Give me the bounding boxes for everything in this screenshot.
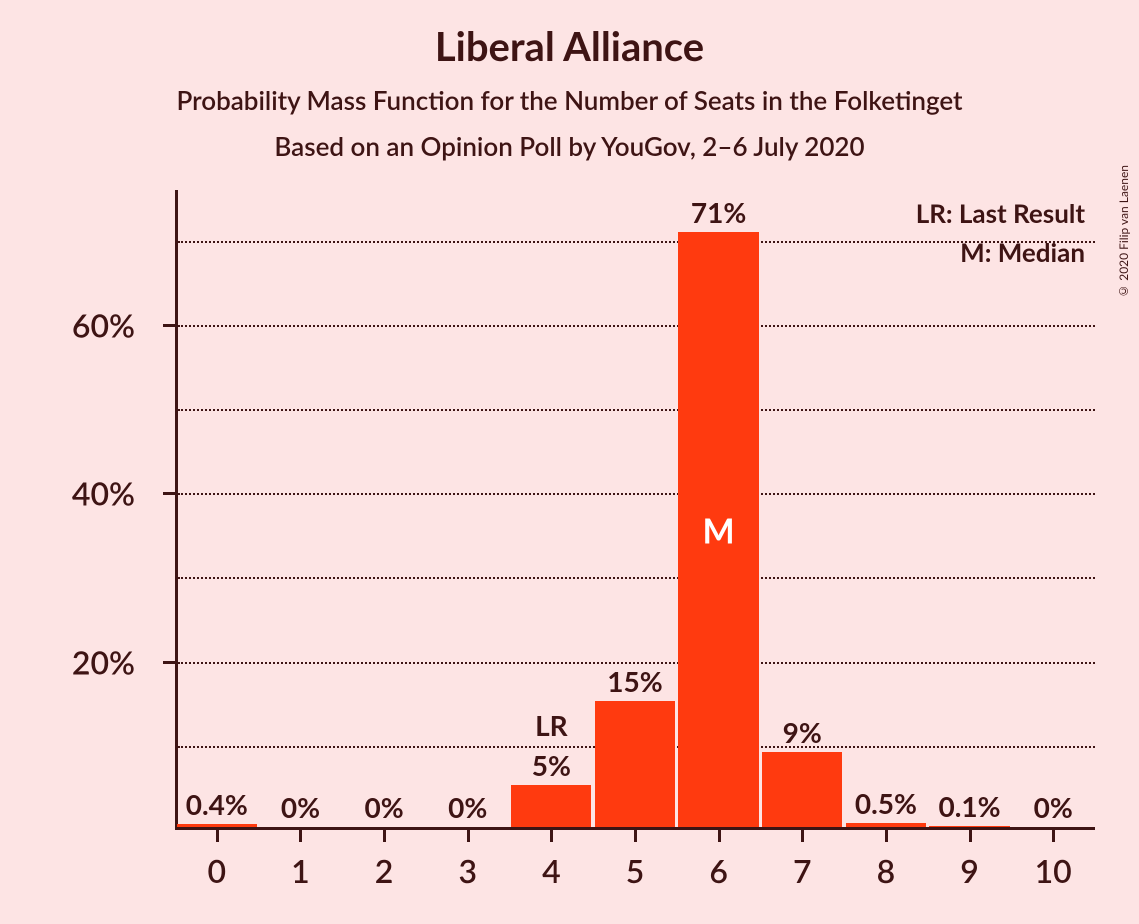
bar-value-label: 9% [783,715,822,749]
chart-title: Liberal Alliance [0,0,1139,70]
y-tick [163,324,175,327]
x-axis-label: 4 [542,851,561,890]
bar [177,824,257,827]
x-tick [718,830,721,842]
bar-value-label: 71% [691,195,746,229]
chart-subtitle: Probability Mass Function for the Number… [0,70,1139,116]
y-axis [175,190,178,830]
x-tick [467,830,470,842]
y-tick [163,492,175,495]
x-tick [969,830,972,842]
y-axis-label: 20% [72,642,135,681]
x-tick [634,830,637,842]
x-axis-label: 0 [208,851,227,890]
median-annotation: M [703,511,735,552]
major-gridline [178,662,1095,664]
x-axis-label: 10 [1035,851,1072,890]
plot-area: LR: Last Result M: Median 20%40%60%00.4%… [175,190,1095,830]
x-axis-label: 5 [626,851,645,890]
bar-value-label: 0% [1034,790,1073,824]
x-axis-label: 3 [458,851,477,890]
x-tick [216,830,219,842]
x-tick [801,830,804,842]
chart-container: Liberal Alliance Probability Mass Functi… [0,0,1139,924]
legend-lr: LR: Last Result [916,194,1085,233]
x-axis-label: 9 [960,851,979,890]
bar [846,823,926,827]
legend: LR: Last Result M: Median [916,194,1085,272]
y-axis-label: 40% [72,474,135,513]
x-tick [1052,830,1055,842]
x-axis-label: 2 [375,851,394,890]
lr-annotation: LR [535,708,568,742]
y-tick [163,661,175,664]
x-tick [383,830,386,842]
minor-gridline [178,409,1095,411]
bar-value-label: 0.4% [186,787,248,821]
y-axis-label: 60% [72,305,135,344]
x-axis-label: 8 [877,851,896,890]
x-axis-label: 6 [709,851,728,890]
legend-m: M: Median [916,233,1085,272]
x-tick [550,830,553,842]
minor-gridline [178,577,1095,579]
major-gridline [178,325,1095,327]
bar-value-label: 5% [532,748,571,782]
minor-gridline [178,241,1095,243]
major-gridline [178,493,1095,495]
bar-value-label: 15% [607,664,662,698]
bar-value-label: 0.1% [938,789,1000,823]
x-tick [299,830,302,842]
bar-value-label: 0% [448,790,487,824]
x-tick [885,830,888,842]
bar-value-label: 0.5% [855,786,917,820]
bar [762,752,842,827]
bar-value-label: 0% [281,790,320,824]
bar-value-label: 0% [364,790,403,824]
x-axis-label: 1 [291,851,310,890]
bar [595,701,675,827]
x-axis-label: 7 [793,851,812,890]
copyright-text: © 2020 Filip van Laenen [1116,165,1131,299]
bar [511,785,591,827]
chart-sub-subtitle: Based on an Opinion Poll by YouGov, 2–6 … [0,116,1139,162]
bar [929,826,1009,827]
